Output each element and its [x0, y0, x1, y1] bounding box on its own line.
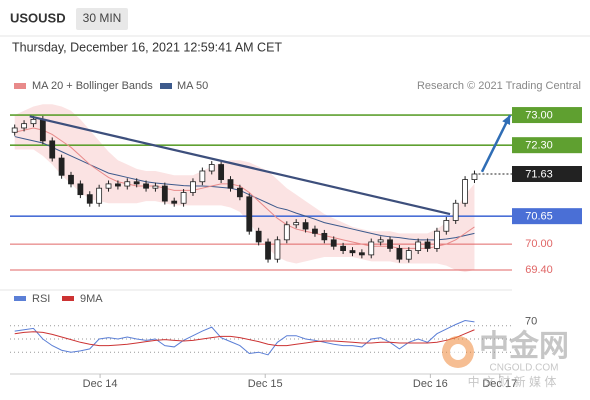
level-label: 72.30	[525, 140, 553, 152]
candle-body	[199, 170, 206, 183]
candle-body	[190, 181, 196, 193]
legend-swatch	[62, 296, 74, 301]
trendline	[29, 115, 451, 216]
candle-body	[387, 239, 393, 249]
candle-body	[21, 123, 27, 129]
candle-body	[358, 252, 365, 256]
credit: Research © 2021 Trading Central	[417, 80, 581, 92]
candle-body	[443, 220, 450, 232]
y-tick-label: 70	[525, 316, 537, 328]
legend-label: MA 20 + Bollinger Bands	[32, 80, 153, 92]
candle-body	[208, 164, 215, 172]
legend-swatch	[14, 296, 26, 301]
candle-body	[471, 173, 478, 180]
candle-body	[218, 164, 225, 180]
timeframe-badge[interactable]	[76, 8, 128, 30]
legend-label: 9MA	[80, 293, 103, 305]
candle-body	[405, 250, 412, 260]
candle-body	[161, 185, 168, 202]
watermark-name: 中金网	[479, 329, 569, 363]
candle-body	[11, 127, 18, 133]
candle-body	[115, 183, 121, 187]
bollinger-band	[14, 104, 475, 273]
level-label-box	[512, 208, 582, 225]
level-label: 69.40	[525, 264, 553, 276]
candle-body	[424, 241, 431, 249]
datetime: Thursday, December 16, 2021 12:59:41 AM …	[12, 40, 282, 54]
candle-body	[68, 174, 74, 185]
candle-body	[124, 181, 131, 187]
candle-body	[321, 232, 328, 241]
candle-body	[340, 245, 347, 251]
forecast-arrow	[480, 114, 512, 173]
candle-body	[227, 179, 234, 189]
level-label: 70.65	[525, 211, 553, 223]
candle-body	[293, 222, 300, 226]
candle-body	[377, 239, 384, 243]
candle-body	[171, 200, 178, 204]
candle-body	[368, 241, 375, 256]
candle-body	[30, 118, 37, 125]
candle-body	[396, 248, 403, 260]
level-label: 70.00	[525, 238, 553, 250]
legend-swatch	[160, 83, 172, 89]
candle-body	[265, 241, 271, 260]
candle-body	[77, 183, 84, 196]
candle-body	[133, 181, 140, 185]
series-line	[14, 320, 475, 356]
forecast-arrow-head	[502, 115, 511, 126]
candle-body	[462, 179, 468, 204]
candle-body	[434, 230, 440, 249]
level-label: 73.00	[525, 109, 553, 121]
watermark-tagline: 中 文 财 新 媒 体	[468, 374, 557, 389]
level-label-box	[512, 166, 582, 182]
legend-swatch	[14, 83, 26, 89]
series-line	[14, 329, 475, 347]
legend-label: RSI	[32, 293, 50, 305]
candle-body	[180, 192, 187, 204]
candle-body	[302, 222, 309, 230]
candle-body	[39, 118, 46, 142]
candle-body	[312, 228, 318, 234]
level-label-box	[512, 137, 582, 154]
candle-body	[283, 224, 290, 241]
candle-body	[349, 250, 356, 254]
x-tick-label: Dec 15	[248, 378, 283, 390]
level-label: 71.63	[525, 168, 553, 180]
watermark-logo	[450, 344, 466, 360]
candle-body	[255, 230, 262, 243]
candle-body	[152, 185, 159, 189]
candle-body	[415, 241, 422, 251]
x-tick-label: Dec 14	[83, 378, 118, 390]
x-tick-label: Dec 16	[413, 378, 448, 390]
candle-body	[330, 239, 337, 247]
watermark-url: CNGOLD.COM	[490, 363, 559, 374]
candle-body	[96, 187, 103, 204]
candle-body	[246, 196, 253, 232]
candle-body	[452, 202, 459, 221]
legend-label: MA 50	[177, 80, 208, 92]
candle-body	[105, 183, 112, 189]
symbol: USOUSD	[10, 10, 66, 25]
candle-body	[86, 194, 93, 204]
watermark: 中金网 CNGOLD.COM 中 文 财 新 媒 体	[442, 329, 569, 389]
candle-body	[236, 187, 243, 198]
timeframe[interactable]: 30 MIN	[83, 11, 122, 25]
candle-body	[58, 157, 65, 176]
x-tick-label: Dec 17	[482, 378, 517, 390]
candle-body	[143, 183, 149, 189]
candle-body	[274, 239, 281, 260]
candle-body	[49, 140, 56, 159]
level-label-box	[512, 107, 582, 124]
